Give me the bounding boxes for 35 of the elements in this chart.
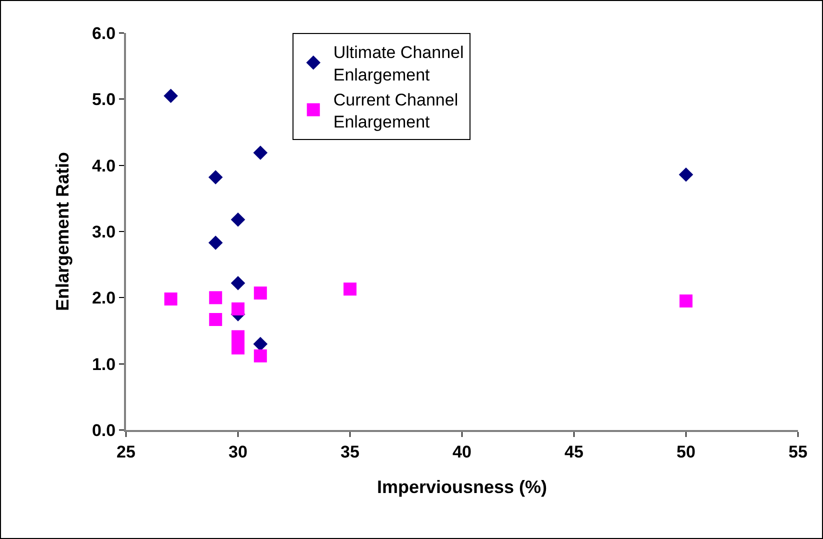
point <box>344 282 356 296</box>
y-tick-label: 5.0 <box>92 90 116 110</box>
x-tick-label: 30 <box>228 442 248 462</box>
point <box>253 146 268 160</box>
point <box>232 302 244 316</box>
point <box>164 292 178 306</box>
point <box>232 341 244 354</box>
legend-label: Ultimate Channel Enlargement <box>333 43 464 84</box>
point <box>254 286 267 300</box>
point <box>230 212 246 227</box>
point <box>254 349 267 362</box>
x-tick-label: 50 <box>676 442 696 462</box>
x-axis-title: Imperviousness (%) <box>376 477 548 497</box>
y-axis-title: Enlargement Ratio <box>52 152 73 312</box>
x-tick-label: 40 <box>452 442 472 462</box>
point <box>164 88 178 104</box>
y-tick-label: 6.0 <box>92 24 116 43</box>
point <box>230 276 246 290</box>
x-tick-label: 55 <box>788 442 808 462</box>
point <box>208 236 223 250</box>
y-tick-label: 0.0 <box>92 420 116 440</box>
point <box>678 167 694 182</box>
point <box>209 291 222 304</box>
y-tick-label: 2.0 <box>92 288 116 308</box>
x-tick-label: 45 <box>564 442 584 462</box>
point <box>209 313 222 326</box>
y-tick-label: 4.0 <box>92 156 116 176</box>
point <box>253 336 268 352</box>
x-tick-label: 25 <box>116 442 136 462</box>
point <box>680 294 692 308</box>
point <box>208 170 223 184</box>
legend-label: Current Channel Enlargement <box>333 90 458 132</box>
x-tick-label: 35 <box>340 442 360 462</box>
y-tick-label: 3.0 <box>92 222 116 242</box>
y-tick-label: 1.0 <box>92 354 116 374</box>
